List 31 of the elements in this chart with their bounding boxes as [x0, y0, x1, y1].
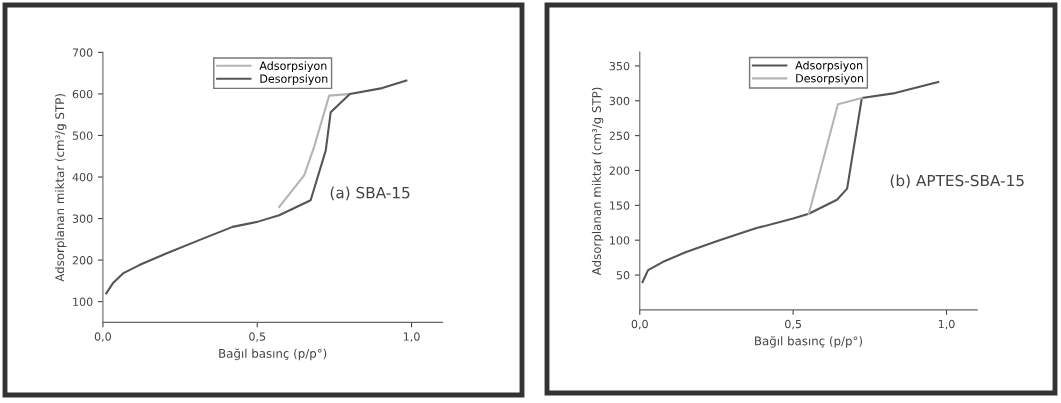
y-tick-label: 300	[72, 214, 93, 223]
legend-label: Adsorpsiyon	[795, 60, 863, 72]
legend-label: Desorpsiyon	[260, 74, 328, 86]
legend-label: Desorpsiyon	[796, 73, 864, 85]
x-tick-label: 0,5	[249, 332, 266, 342]
y-tick-label: 300	[609, 96, 630, 106]
annotation: (a) SBA-15	[330, 186, 410, 201]
x-tick-label: 0,0	[94, 332, 112, 342]
y-tick-label: 200	[72, 256, 93, 265]
y-tick-label: 700	[72, 48, 93, 57]
y-tick-label: 250	[609, 131, 630, 141]
y-tick-label: 200	[609, 166, 630, 175]
legend-label: Adsorpsiyon	[259, 61, 327, 73]
y-tick-label: 500	[72, 131, 93, 140]
x-tick-label: 1,0	[403, 332, 420, 342]
x-axis-title: Bağıl basınç (p/p°)	[219, 348, 327, 361]
y-tick-label: 150	[610, 201, 630, 210]
y-tick-label: 100	[610, 236, 630, 245]
y-tick-label: 50	[616, 271, 630, 280]
x-tick-label: 1,0	[938, 319, 955, 330]
y-tick-label: 600	[72, 89, 93, 99]
y-tick-label: 350	[609, 61, 630, 71]
annotation: (b) APTES-SBA-15	[890, 174, 1024, 189]
y-axis-title: Adsorplanan miktar (cm³/g STP)	[591, 87, 604, 276]
x-tick-label: 0,5	[785, 319, 802, 330]
line-series	[278, 92, 351, 208]
y-tick-label: 100	[73, 297, 93, 307]
x-axis-title: Bağıl basınç (p/p°)	[755, 335, 863, 348]
y-axis-title: Adsorplanan miktar (cm³/g STP)	[55, 94, 67, 282]
y-tick-label: 400	[72, 172, 93, 182]
x-tick-label: 0,0	[631, 319, 648, 330]
